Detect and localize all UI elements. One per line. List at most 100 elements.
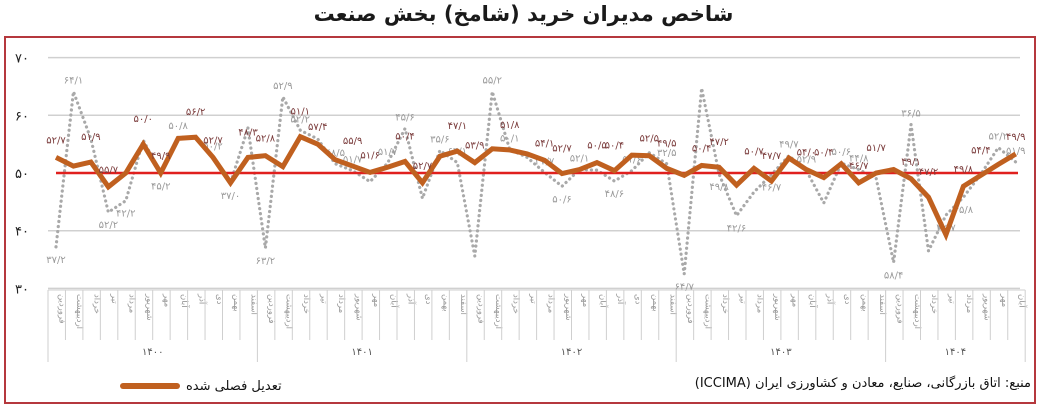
legend-swatch-adjusted [120,383,180,389]
svg-text:۵۰/۴: ۵۰/۴ [395,131,414,142]
svg-text:فروردین: فروردین [476,294,486,324]
svg-text:۴۷/۷: ۴۷/۷ [762,151,782,162]
svg-text:آبان: آبان [1016,294,1028,308]
svg-text:۶۳/۲: ۶۳/۲ [256,256,275,267]
svg-text:۵۸/۴: ۵۸/۴ [884,270,903,281]
svg-text:اردیبهشت: اردیبهشت [284,294,294,329]
svg-text:۵۲/۱: ۵۲/۱ [570,154,589,165]
y-axis-ticks: ۳۰ ۴۰ ۵۰ ۶۰ ۷۰ [15,52,29,298]
source-note: منبع: اتاق بازرگانی، صنایع، معادن و کشاو… [694,376,1031,391]
svg-text:۵۲/۲: ۵۲/۲ [99,220,118,231]
svg-text:فروردین: فروردین [266,294,276,324]
svg-text:۴۹/۷: ۴۹/۷ [779,140,799,151]
svg-text:۴۴/۸: ۴۴/۸ [849,154,869,165]
svg-text:اردیبهشت: اردیبهشت [493,294,503,329]
svg-text:۵۳/۹: ۵۳/۹ [465,141,484,152]
gridlines [48,56,1020,290]
svg-text:۴۹/۵: ۴۹/۵ [657,138,676,149]
svg-text:۵۰/۴: ۵۰/۴ [692,143,711,154]
svg-text:۵۱/۷: ۵۱/۷ [866,143,886,154]
legend-label-adjusted: تعدیل فصلی شده [186,378,282,394]
svg-text:۱۴۰۱: ۱۴۰۱ [351,347,372,358]
svg-text:خرداد: خرداد [301,294,311,314]
svg-text:بهمن: بهمن [231,294,241,312]
svg-text:۱۴۰۴: ۱۴۰۴ [945,347,966,358]
svg-text:آذر: آذر [825,293,837,305]
svg-text:مرداد: مرداد [755,294,765,313]
svg-text:شهریور: شهریور [144,293,154,321]
svg-text:۵۰/۴: ۵۰/۴ [814,148,833,159]
svg-text:۵۰/۴: ۵۰/۴ [605,141,624,152]
svg-text:۳۶/۵: ۳۶/۵ [901,109,920,120]
svg-text:۴۷/۲: ۴۷/۲ [919,167,938,178]
svg-text:خرداد: خرداد [929,294,939,314]
svg-text:دی: دی [633,294,643,305]
svg-text:۵۱/۹: ۵۱/۹ [1006,146,1025,157]
svg-text:مهر: مهر [371,293,381,307]
svg-text:اسفند: اسفند [667,294,677,315]
svg-text:۶۴/۷: ۶۴/۷ [674,282,694,293]
svg-text:تیر: تیر [318,293,328,304]
svg-text:۴۰: ۴۰ [15,225,29,240]
svg-text:۴۵/۸: ۴۵/۸ [954,205,974,216]
svg-text:۴۶/۷: ۴۶/۷ [762,183,782,194]
svg-text:۵۲/۹: ۵۲/۹ [797,155,816,166]
svg-text:۵۵/۹: ۵۵/۹ [343,136,362,147]
svg-text:۴۸/۶: ۴۸/۶ [605,189,624,200]
svg-text:۵۱/۸: ۵۱/۸ [500,120,520,131]
svg-text:فروردین: فروردین [685,294,695,324]
svg-text:۵۰: ۵۰ [15,167,29,182]
svg-text:دی: دی [842,294,852,305]
svg-text:آبان: آبان [179,294,191,308]
chart-frame [4,36,1036,404]
svg-text:مهر: مهر [790,293,800,307]
svg-text:۴۷/۱: ۴۷/۱ [448,121,467,132]
svg-text:۴۸/۵: ۴۸/۵ [325,148,344,159]
svg-text:فروردین: فروردین [57,294,67,324]
svg-text:اردیبهشت: اردیبهشت [912,294,922,329]
svg-text:۵۰/۷: ۵۰/۷ [744,146,764,157]
svg-text:۱۴۰۳: ۱۴۰۳ [770,347,792,358]
svg-text:۵۰/۶: ۵۰/۶ [552,194,571,205]
svg-text:۵۰/۸: ۵۰/۸ [168,121,188,132]
svg-text:اسفند: اسفند [249,294,259,315]
svg-text:۵۰/۰: ۵۰/۰ [134,114,153,125]
svg-text:۵۰/۲: ۵۰/۲ [203,141,222,152]
svg-text:۶۴/۱: ۶۴/۱ [64,76,83,87]
svg-text:۶۰: ۶۰ [15,109,29,124]
svg-text:مهر: مهر [580,293,590,307]
svg-text:فروردین: فروردین [894,294,904,324]
svg-text:مرداد: مرداد [127,294,137,313]
svg-text:شهریور: شهریور [353,293,363,321]
svg-text:۵۱/۶: ۵۱/۶ [622,155,641,166]
svg-text:۴۶/۷: ۴۶/۷ [849,161,869,172]
svg-text:۴۹/۹: ۴۹/۹ [151,151,170,162]
svg-text:۵۴/۴: ۵۴/۴ [971,145,990,156]
svg-text:۵۶/۲: ۵۶/۲ [186,107,205,118]
svg-text:بهمن: بهمن [650,294,660,312]
svg-text:آذر: آذر [406,293,418,305]
svg-text:بهمن: بهمن [441,294,451,312]
svg-text:۳۲/۵: ۳۲/۵ [657,148,676,159]
svg-text:۵۲/۲: ۵۲/۲ [291,114,310,125]
chart-title: شاخص مدیران خرید (شامخ) بخش صنعت [313,2,734,26]
svg-text:۴۹/۹: ۴۹/۹ [1006,132,1025,143]
svg-text:۴۵/۲: ۴۵/۲ [151,182,170,193]
svg-text:۴۹/۱: ۴۹/۱ [901,157,920,168]
svg-text:اردیبهشت: اردیبهشت [702,294,712,329]
svg-text:شهریور: شهریور [772,293,782,321]
svg-text:۵۲/۷: ۵۲/۷ [413,161,433,172]
svg-text:۳۰: ۳۰ [15,282,29,297]
svg-text:اسفند: اسفند [458,294,468,315]
svg-text:مهر: مهر [161,293,171,307]
svg-text:۵۲/۷: ۵۲/۷ [552,144,572,155]
svg-text:۱۴۰۰: ۱۴۰۰ [142,347,163,358]
svg-text:۴۹/۸: ۴۹/۸ [954,164,974,175]
svg-text:خرداد: خرداد [720,294,730,314]
svg-text:اردیبهشت: اردیبهشت [74,294,84,329]
svg-text:۴۹/۸: ۴۹/۸ [709,182,729,193]
svg-text:۵۷/۴: ۵۷/۴ [308,122,327,133]
svg-text:دی: دی [423,294,433,305]
svg-text:۳۷/۲: ۳۷/۲ [46,255,65,266]
